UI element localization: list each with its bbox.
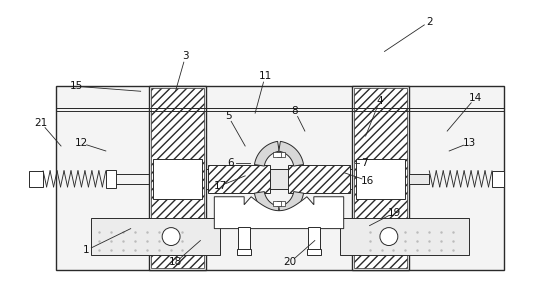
Polygon shape (254, 191, 279, 216)
Polygon shape (279, 191, 304, 216)
Bar (273, 201, 281, 206)
Bar (340, 218, 469, 255)
Text: 8: 8 (292, 106, 298, 116)
Bar (410, 174, 429, 184)
Bar (208, 165, 270, 193)
Text: 6: 6 (227, 158, 234, 168)
Bar (91, 218, 220, 255)
Text: 11: 11 (258, 71, 272, 81)
Polygon shape (214, 197, 344, 229)
Text: 7: 7 (361, 158, 368, 168)
Text: 17: 17 (214, 181, 227, 191)
Text: 3: 3 (182, 52, 189, 61)
Text: 19: 19 (388, 208, 401, 218)
Text: 14: 14 (468, 93, 482, 103)
Bar (151, 88, 204, 268)
Text: 20: 20 (283, 258, 296, 267)
Text: 18: 18 (169, 258, 182, 267)
Text: 13: 13 (463, 138, 476, 148)
Bar (206, 169, 352, 189)
Bar (288, 165, 350, 193)
Circle shape (380, 228, 398, 246)
Bar (148, 86, 206, 270)
Bar (237, 249, 251, 255)
Bar (354, 88, 407, 268)
Text: 12: 12 (74, 138, 88, 148)
Bar (152, 159, 203, 199)
Bar (106, 170, 116, 188)
Bar (352, 86, 410, 270)
Circle shape (162, 228, 180, 246)
Bar (355, 159, 406, 199)
Bar (307, 249, 321, 255)
Text: 21: 21 (35, 118, 48, 128)
Bar (492, 171, 504, 187)
Text: 2: 2 (426, 17, 432, 26)
Bar (56, 86, 504, 270)
Text: 1: 1 (83, 246, 89, 255)
Bar (277, 201, 285, 206)
Bar (308, 227, 320, 251)
Text: 5: 5 (225, 111, 232, 121)
Bar (277, 152, 285, 157)
Polygon shape (279, 141, 304, 166)
Text: 16: 16 (361, 176, 374, 186)
Text: 15: 15 (69, 81, 83, 91)
Bar (273, 152, 281, 157)
Bar (29, 171, 43, 187)
Bar (238, 227, 250, 251)
Text: 4: 4 (376, 96, 383, 106)
Polygon shape (254, 141, 279, 166)
